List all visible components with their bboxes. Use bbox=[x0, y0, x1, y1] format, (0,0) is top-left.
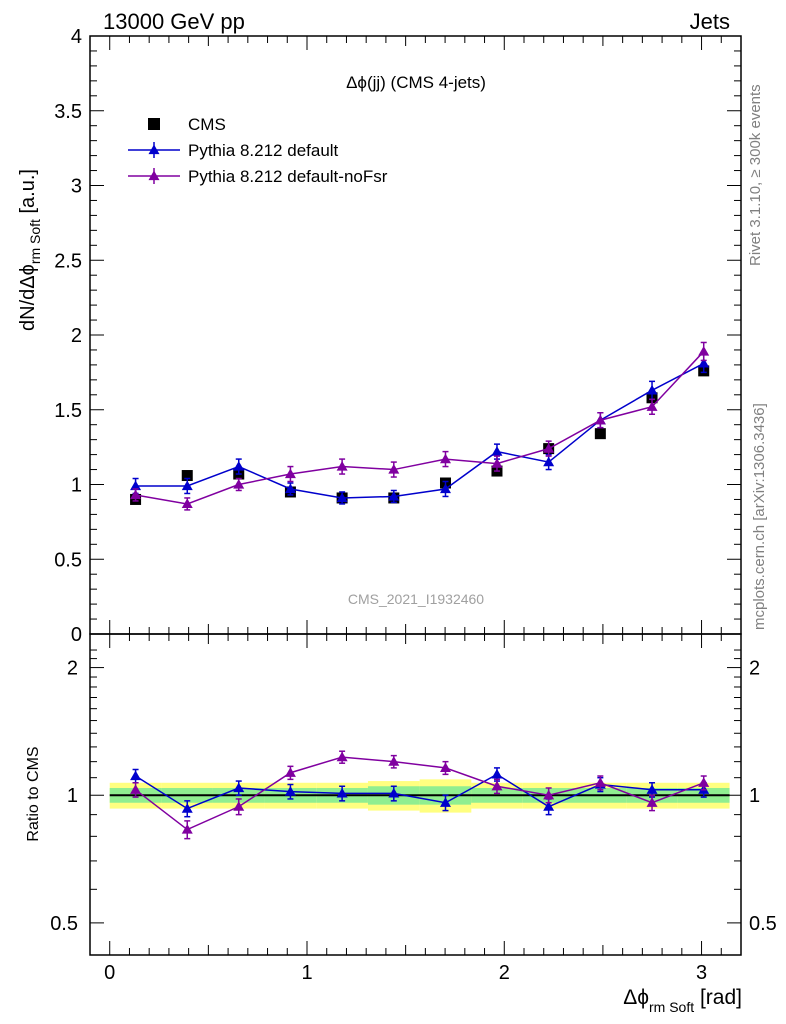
ratio-y-tick-label-right: 2 bbox=[749, 658, 760, 680]
y-tick-label: 0 bbox=[71, 624, 82, 646]
legend-pythia-8-212-default-nofsr-label: Pythia 8.212 default-noFsr bbox=[188, 167, 388, 186]
pythia-8-212-default-nofsr-point bbox=[388, 464, 400, 474]
main-plot-marks bbox=[130, 341, 710, 511]
x-tick-label: 3 bbox=[696, 962, 707, 984]
pythia-8-212-default-nofsr-point bbox=[646, 401, 658, 411]
y-tick-label: 3 bbox=[71, 176, 82, 198]
ratio-pythia-8-212-default-point bbox=[388, 787, 400, 798]
analysis-watermark: CMS_2021_I1932460 bbox=[348, 591, 484, 607]
legend-pythia-8-212-default-nofsr-marker bbox=[148, 170, 160, 181]
pythia-8-212-default-nofsr-point bbox=[491, 458, 503, 468]
legend-pythia-8-212-default-marker bbox=[148, 144, 160, 155]
pythia-8-212-default-nofsr-point bbox=[233, 479, 245, 489]
pythia-8-212-default-line bbox=[135, 362, 705, 499]
ratio-pythia-8-212-default-point bbox=[543, 801, 555, 811]
ratio-pythia-8-212-default-nofsr-line bbox=[135, 756, 704, 831]
ratio-pythia-8-212-default-nofsr-point bbox=[233, 801, 245, 811]
ratio-y-axis-label: Ratio to CMS bbox=[25, 746, 42, 841]
ratio-pythia-8-212-default-nofsr-point bbox=[543, 789, 555, 800]
ratio-pythia-8-212-default-nofsr-point bbox=[491, 780, 503, 791]
pythia-8-212-default-nofsr-line bbox=[135, 350, 705, 505]
x-axis-label: Δϕrm Soft [rad] bbox=[623, 986, 742, 1015]
energy-label: 13000 GeV pp bbox=[103, 9, 245, 34]
pythia-8-212-default-nofsr-point bbox=[336, 461, 348, 471]
pythia-8-212-default-point bbox=[543, 456, 555, 467]
ratio-y-tick-label-left: 0.5 bbox=[50, 913, 78, 935]
ratio-plot-marks bbox=[130, 750, 710, 840]
svg-text:dN/dΔϕrm Soft [a.u.]: dN/dΔϕrm Soft [a.u.] bbox=[17, 169, 43, 331]
cms-data-point bbox=[594, 428, 606, 440]
legend-cms-marker bbox=[148, 118, 160, 130]
mcplots-note: mcplots.cern.ch [arXiv:1306.3436] bbox=[751, 403, 768, 630]
ratio-pythia-8-212-default-nofsr-point bbox=[594, 777, 606, 787]
y-tick-label: 4 bbox=[71, 26, 82, 48]
y-tick-label: 1.5 bbox=[54, 400, 82, 422]
ratio-pythia-8-212-default-nofsr-point bbox=[388, 756, 400, 766]
pythia-8-212-default-nofsr-point bbox=[284, 468, 296, 479]
legend-pythia-8-212-default-label: Pythia 8.212 default bbox=[188, 141, 339, 160]
ratio-pythia-8-212-default-point bbox=[336, 787, 348, 798]
ratio-panel: 0.5 0.5 1 1 2 2 0 1 2 3 Ratio to CMS Δϕrm Soft [r… bbox=[25, 633, 777, 1015]
ratio-pythia-8-212-default-nofsr-point bbox=[181, 824, 193, 834]
main-axis-ticks: 0 0.5 1 1.5 2 2.5 3 3.5 4 bbox=[54, 26, 742, 646]
legend: CMS Pythia 8.212 default Pythia 8.212 defa… bbox=[128, 115, 388, 186]
category-label: Jets bbox=[690, 9, 730, 34]
ratio-pythia-8-212-default-point bbox=[491, 768, 503, 779]
ratio-pythia-8-212-default-point bbox=[439, 797, 451, 807]
ratio-y-tick-label-left: 2 bbox=[67, 658, 78, 680]
ratio-y-tick-label-right: 0.5 bbox=[749, 913, 777, 935]
pythia-8-212-default-nofsr-point bbox=[698, 345, 710, 356]
y-tick-label: 2.5 bbox=[54, 250, 82, 272]
ratio-pythia-8-212-default-nofsr-point bbox=[130, 784, 142, 794]
pythia-8-212-default-nofsr-point bbox=[543, 443, 555, 453]
cms-data-point bbox=[181, 470, 193, 482]
x-tick-label: 1 bbox=[301, 962, 312, 984]
pythia-8-212-default-point bbox=[439, 483, 451, 494]
main-y-axis-label: dN/dΔϕrm Soft [a.u.] bbox=[17, 169, 43, 331]
ratio-frame bbox=[89, 633, 742, 956]
pythia-8-212-default-point bbox=[181, 480, 193, 491]
ratio-pythia-8-212-default-nofsr-point bbox=[646, 797, 658, 807]
main-panel: 0 0.5 1 1.5 2 2.5 3 3.5 4 Δϕ(jj) (CMS 4-jets) CM… bbox=[17, 26, 742, 646]
pythia-8-212-default-nofsr-point bbox=[439, 453, 451, 464]
pythia-8-212-default-point bbox=[388, 490, 400, 501]
pythia-8-212-default-point bbox=[698, 357, 710, 368]
x-tick-label: 0 bbox=[104, 962, 115, 984]
ratio-y-tick-label-left: 1 bbox=[67, 785, 78, 807]
y-tick-label: 2 bbox=[71, 325, 82, 347]
ratio-pythia-8-212-default-nofsr-point bbox=[284, 767, 296, 777]
ratio-pythia-8-212-default-point bbox=[181, 803, 193, 813]
ratio-pythia-8-212-default-nofsr-point bbox=[336, 751, 348, 762]
pythia-8-212-default-nofsr-point bbox=[594, 414, 606, 425]
pythia-8-212-default-point bbox=[130, 480, 142, 491]
pythia-8-212-default-nofsr-point bbox=[181, 498, 193, 509]
y-tick-label: 0.5 bbox=[54, 549, 82, 571]
y-tick-label: 3.5 bbox=[54, 101, 82, 123]
rivet-note: Rivet 3.1.10, ≥ 300k events bbox=[747, 84, 764, 266]
ratio-pythia-8-212-default-point bbox=[233, 782, 245, 793]
pythia-8-212-default-point bbox=[336, 492, 348, 503]
pythia-8-212-default-nofsr-point bbox=[130, 489, 142, 500]
y-tick-label: 1 bbox=[71, 475, 82, 497]
ratio-pythia-8-212-default-point bbox=[130, 770, 142, 781]
ratio-axis-ticks: 0.5 0.5 1 1 2 2 0 1 2 3 bbox=[50, 634, 777, 984]
ratio-pythia-8-212-default-nofsr-point bbox=[439, 762, 451, 773]
ratio-pythia-8-212-default-point bbox=[284, 786, 296, 796]
ratio-pythia-8-212-default-nofsr-point bbox=[698, 777, 710, 787]
pythia-8-212-default-point bbox=[646, 384, 658, 395]
x-tick-label: 2 bbox=[499, 962, 510, 984]
ratio-y-tick-label-right: 1 bbox=[749, 785, 760, 807]
main-title: Δϕ(jj) (CMS 4-jets) bbox=[346, 73, 486, 92]
pythia-8-212-default-point bbox=[284, 483, 296, 494]
legend-cms-label: CMS bbox=[188, 115, 226, 134]
pythia-8-212-default-point bbox=[233, 461, 245, 471]
pythia-8-212-default-point bbox=[491, 446, 503, 456]
ratio-pythia-8-212-default-point bbox=[646, 784, 658, 794]
